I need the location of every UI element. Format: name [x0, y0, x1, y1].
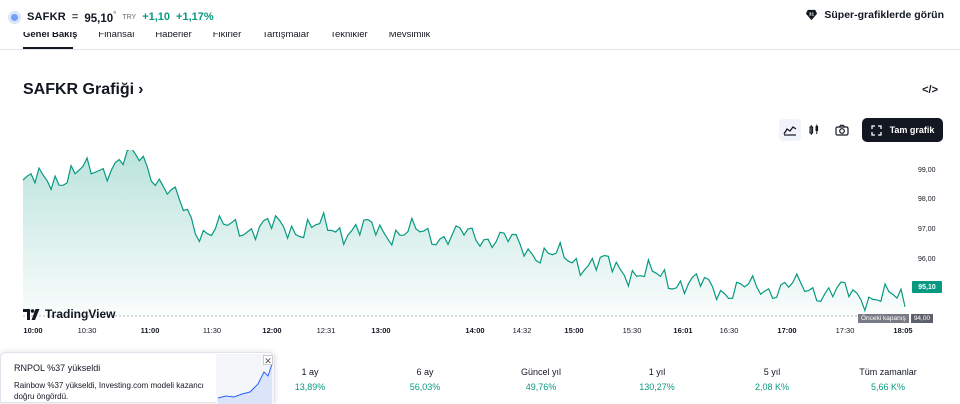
ticker-price: 95,10°	[84, 10, 116, 25]
tab-seasonals[interactable]: Mevsimlik	[388, 32, 431, 40]
tab-bar: Genel Bakış Finansal Haberler Fikirler T…	[23, 32, 430, 48]
full-chart-label: Tam grafik	[889, 125, 935, 135]
full-chart-button[interactable]: Tam grafik	[862, 118, 943, 142]
ticker-separator: =	[71, 11, 79, 23]
performance-value: 13,89%	[294, 382, 326, 392]
super-charts-link[interactable]: 31 Süper-grafiklerde görün	[805, 8, 944, 21]
popup-body: Rainbow %37 yükseldi, Investing.com mode…	[14, 381, 204, 401]
performance-value: 5,66 K%	[870, 382, 906, 392]
area-chart-button[interactable]	[779, 119, 801, 141]
active-tab-indicator	[23, 47, 73, 49]
price-chart[interactable]	[0, 150, 960, 350]
chart-type-group	[779, 118, 825, 142]
y-tick-label: 98,00	[918, 196, 936, 203]
x-tick-label: 12:31	[316, 326, 336, 335]
price-line	[22, 150, 906, 313]
performance-value: 56,03%	[409, 382, 441, 392]
snapshot-button[interactable]	[831, 119, 853, 141]
performance-value: 2,08 K%	[754, 382, 790, 392]
performance-1m[interactable]: 1 ay 13,89%	[270, 367, 350, 392]
y-tick-label: 97,00	[918, 226, 936, 233]
super-chart-icon: 31	[806, 9, 818, 21]
candles-button[interactable]	[803, 119, 825, 141]
ticker-summary: SAFKR = 95,10° TRY +1,10 +1,17%	[8, 7, 214, 27]
tradingview-wordmark: TradingView	[45, 307, 116, 321]
x-tick-label: 14:32	[512, 326, 532, 335]
embed-code-icon[interactable]: </>	[922, 84, 938, 96]
performance-label: Tüm zamanlar	[859, 367, 917, 377]
x-tick-label: 17:30	[835, 326, 855, 335]
x-tick-label: 15:00	[564, 326, 584, 335]
previous-close-label: Önceki kapanış	[858, 314, 909, 323]
popup-close-icon[interactable]: ✕	[263, 355, 273, 366]
ticker-symbol: SAFKR	[27, 11, 66, 23]
chevron-right-icon: ›	[138, 81, 144, 98]
performance-label: 1 yıl	[648, 367, 666, 377]
snapshot-group	[831, 118, 853, 142]
candles-icon	[809, 124, 819, 135]
x-tick-label: 10:30	[77, 326, 97, 335]
performance-label: 6 ay	[416, 367, 434, 377]
ticker-change: +1,10	[142, 11, 171, 23]
tab-news[interactable]: Haberler	[155, 32, 192, 40]
performance-6m[interactable]: 6 ay 56,03%	[385, 367, 465, 392]
tab-technicals[interactable]: Teknikler	[330, 32, 368, 40]
last-price-label: 95,10	[912, 281, 942, 293]
top-bar: SAFKR = 95,10° TRY +1,10 +1,17% 31 Süper…	[0, 0, 960, 34]
x-tick-label: 10:00	[23, 326, 43, 335]
previous-close-tag: Önceki kapanış 94,00	[858, 314, 934, 323]
tab-discussions[interactable]: Tartışmalar	[262, 32, 310, 40]
previous-close-value: 94,00	[910, 314, 934, 323]
chart-title-text: SAFKR Grafiği	[23, 81, 135, 98]
popup-headline: RNPOL %37 yükseldi	[14, 363, 101, 373]
x-axis: 10:00 10:30 11:00 11:30 12:00 12:31 13:0…	[0, 326, 960, 344]
fullscreen-icon	[870, 124, 882, 136]
x-tick-label: 12:00	[262, 326, 282, 335]
market-status-icon: °	[113, 9, 117, 19]
x-tick-label: 15:30	[622, 326, 642, 335]
area-chart-icon	[783, 126, 797, 136]
x-tick-label: 18:05	[893, 326, 913, 335]
tab-overview[interactable]: Genel Bakış	[23, 32, 78, 40]
x-tick-label: 13:00	[371, 326, 391, 335]
performance-5y[interactable]: 5 yıl 2,08 K%	[732, 367, 812, 392]
performance-ytd[interactable]: Güncel yıl 49,76%	[501, 367, 581, 392]
performance-label: Güncel yıl	[520, 367, 562, 377]
symbol-logo-icon	[8, 10, 21, 24]
performance-value: 49,76%	[525, 382, 557, 392]
tradingview-logo-icon	[23, 308, 40, 320]
x-tick-label: 14:00	[465, 326, 485, 335]
tabs-divider	[0, 49, 960, 50]
tradingview-watermark: TradingView	[23, 307, 115, 321]
x-tick-label: 11:30	[202, 326, 222, 335]
x-tick-label: 16:01	[673, 326, 693, 335]
performance-value: 130,27%	[639, 382, 675, 392]
x-tick-label: 16:30	[719, 326, 739, 335]
x-tick-label: 11:00	[140, 326, 160, 335]
camera-icon	[835, 124, 849, 136]
tab-ideas[interactable]: Fikirler	[212, 32, 242, 40]
ticker-change-pct: +1,17%	[176, 11, 214, 23]
tab-financials[interactable]: Finansal	[98, 32, 135, 40]
svg-text:31: 31	[809, 11, 815, 16]
super-charts-label: Süper-grafiklerde görün	[824, 8, 944, 21]
performance-all-time[interactable]: Tüm zamanlar 5,66 K%	[848, 367, 928, 392]
news-popup[interactable]: RNPOL %37 yükseldi Rainbow %37 yükseldi,…	[0, 352, 275, 404]
performance-label: 5 yıl	[763, 367, 781, 377]
y-tick-label: 99,00	[918, 167, 936, 174]
price-area-fill	[23, 150, 905, 316]
performance-label: 1 ay	[301, 367, 319, 377]
popup-chart-thumbnail-icon	[217, 363, 273, 404]
ticker-currency: TRY	[122, 13, 137, 21]
chart-section-title[interactable]: SAFKR Grafiği ›	[23, 81, 143, 99]
x-tick-label: 17:00	[777, 326, 797, 335]
y-tick-label: 96,00	[918, 256, 936, 263]
performance-1y[interactable]: 1 yıl 130,27%	[617, 367, 697, 392]
ticker-price-value: 95,10	[84, 12, 114, 25]
